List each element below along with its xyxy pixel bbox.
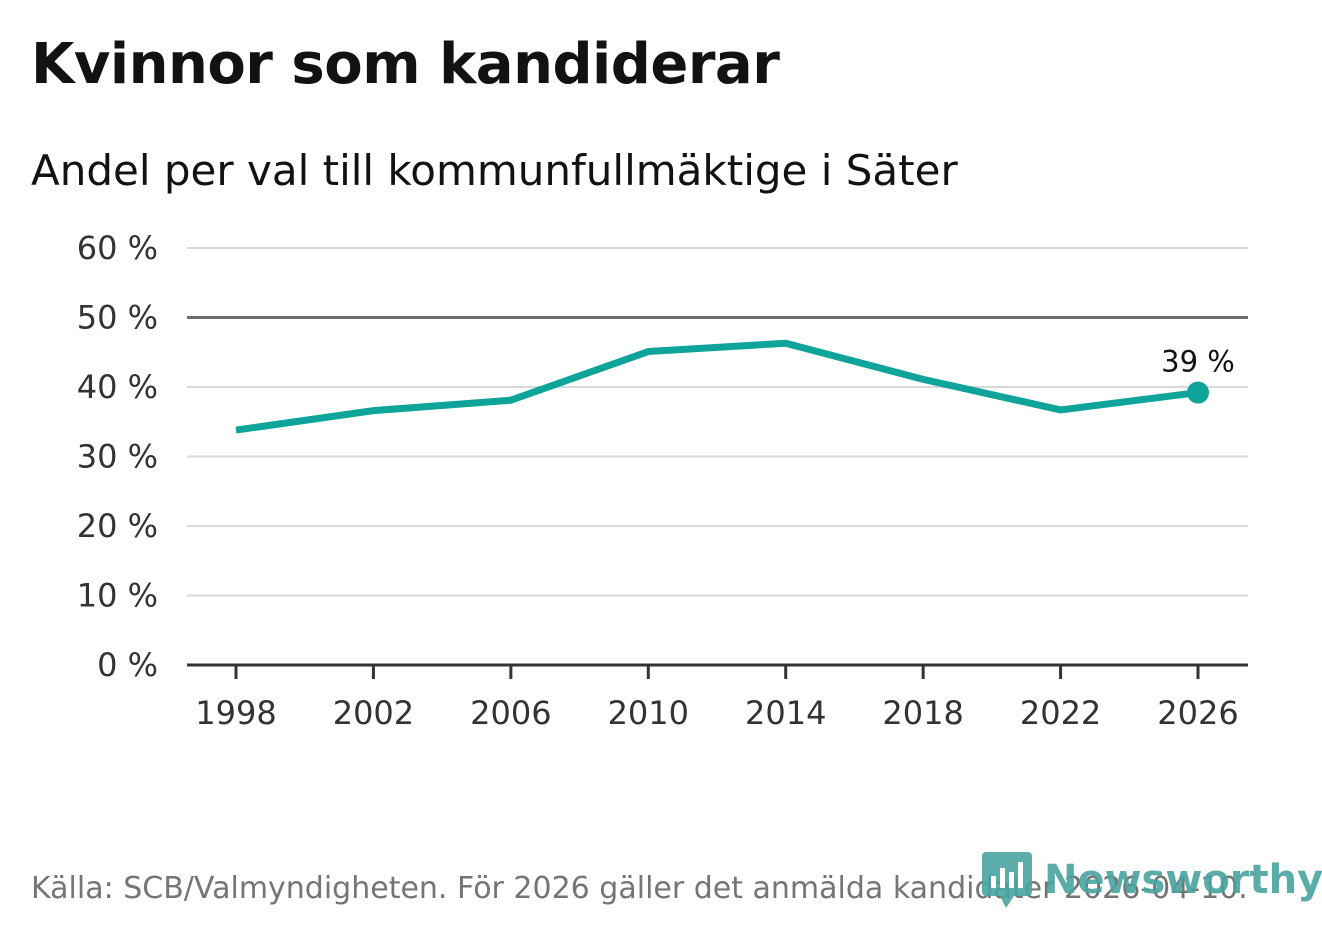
y-tick-label: 60 %: [77, 229, 158, 267]
y-tick-label: 0 %: [97, 646, 158, 684]
end-value-label: 39 %: [1161, 345, 1235, 379]
chart-title: Kvinnor som kandiderar: [31, 32, 780, 97]
source-note: Källa: SCB/Valmyndigheten. För 2026 gäll…: [31, 871, 1248, 906]
brand-name: Newsworthy: [1044, 857, 1322, 903]
y-tick-label: 30 %: [77, 438, 158, 476]
y-tick-label: 20 %: [77, 507, 158, 545]
y-tick-label: 10 %: [77, 577, 158, 615]
y-tick-label: 40 %: [77, 368, 158, 406]
line-chart: 0 % 10 % 20 % 30 % 40 % 50 % 60 % 1998 2002 2006 2…: [77, 229, 1248, 732]
x-tick-label: 2018: [882, 694, 963, 732]
chart-subtitle: Andel per val till kommunfullmäktige i S…: [31, 146, 958, 195]
x-tick-label: 2006: [470, 694, 551, 732]
y-tick-label: 50 %: [77, 299, 158, 337]
x-tick-label: 2010: [608, 694, 689, 732]
x-tick-label: 2002: [333, 694, 414, 732]
x-tick-label: 1998: [195, 694, 276, 732]
newsworthy-logo-icon: [982, 852, 1032, 908]
end-point-marker: [1187, 381, 1209, 404]
x-tick-label: 2026: [1157, 694, 1238, 732]
x-tick-label: 2022: [1020, 694, 1101, 732]
brand-logo: Newsworthy: [982, 852, 1322, 908]
series-line: [235, 339, 1199, 434]
x-tick-label: 2014: [745, 694, 826, 732]
